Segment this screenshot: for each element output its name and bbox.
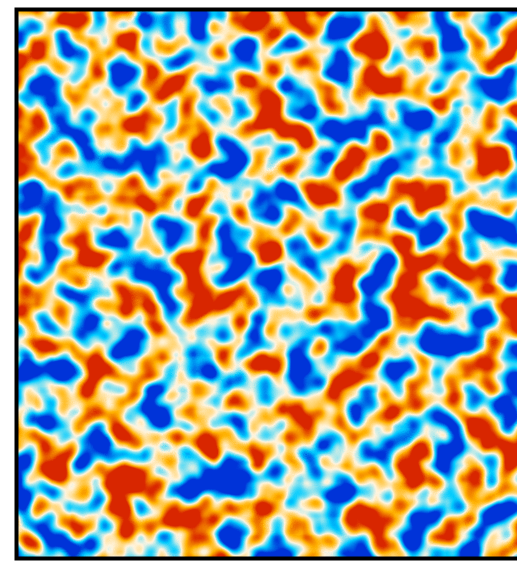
page: {} (() => { const data = JSON.parse(docu… xyxy=(0,0,517,562)
field-view xyxy=(0,0,517,562)
field-image xyxy=(17,10,517,558)
